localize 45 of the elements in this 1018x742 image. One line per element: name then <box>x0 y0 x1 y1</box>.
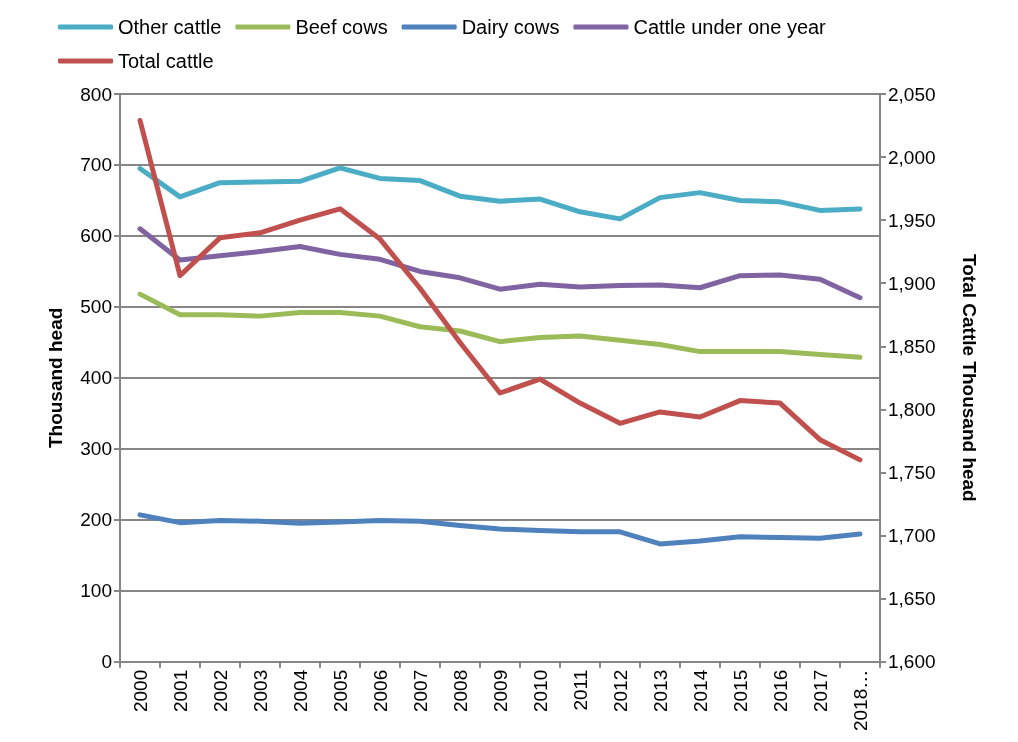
x-tick-label: 2003 <box>249 669 271 713</box>
x-tick-label: 2011 <box>569 669 591 711</box>
x-tick-label: 2007 <box>409 669 431 713</box>
legend-label: Cattle under one year <box>633 16 827 38</box>
y-tick-label: 0 <box>101 651 112 673</box>
y2-tick-label: 1,750 <box>888 461 936 483</box>
y2-tick-label: 2,050 <box>888 83 936 105</box>
x-tick-label: 2012 <box>609 669 631 713</box>
x-tick-label: 2015 <box>729 669 751 713</box>
y-axis-title: Thousand head <box>45 307 66 449</box>
legend-label: Total cattle <box>118 50 214 72</box>
y-tick-label: 300 <box>80 438 112 460</box>
y-tick-label: 200 <box>80 509 112 531</box>
x-tick-label: 2008 <box>449 669 471 713</box>
x-tick-label: 2009 <box>489 669 511 713</box>
y2-tick-label: 1,700 <box>888 525 936 547</box>
x-tick-label: 2000 <box>129 669 151 713</box>
y2-tick-label: 1,900 <box>888 272 936 294</box>
y-tick-label: 800 <box>80 83 112 105</box>
x-tick-label: 2005 <box>329 669 351 713</box>
x-tick-label: 2016 <box>769 669 791 713</box>
y-tick-label: 700 <box>80 154 112 176</box>
y-tick-label: 500 <box>80 296 112 318</box>
y2-tick-label: 1,650 <box>888 588 936 610</box>
y2-tick-label: 1,800 <box>888 398 936 420</box>
legend-label: Other cattle <box>118 16 222 38</box>
x-tick-label: 2006 <box>369 669 391 713</box>
y2-tick-label: 1,850 <box>888 335 936 357</box>
y-tick-label: 100 <box>80 580 112 602</box>
legend-label: Dairy cows <box>461 16 560 38</box>
y2-tick-label: 2,000 <box>888 146 936 168</box>
y-tick-label: 600 <box>80 225 112 247</box>
legend-label: Beef cows <box>295 16 388 38</box>
x-tick-label: 2002 <box>209 669 231 713</box>
x-tick-label: 2017 <box>809 669 831 713</box>
y2-tick-label: 1,600 <box>888 651 936 673</box>
x-tick-label: 2018… <box>849 669 871 732</box>
x-tick-label: 2014 <box>689 669 711 713</box>
y-tick-label: 400 <box>80 367 112 389</box>
y2-tick-label: 1,950 <box>888 209 936 231</box>
x-tick-label: 2001 <box>169 669 191 713</box>
x-tick-label: 2013 <box>649 669 671 713</box>
x-tick-label: 2004 <box>289 669 311 713</box>
y2-axis-title: Total Cattle Thousand head <box>959 254 980 502</box>
x-tick-label: 2010 <box>529 669 551 713</box>
